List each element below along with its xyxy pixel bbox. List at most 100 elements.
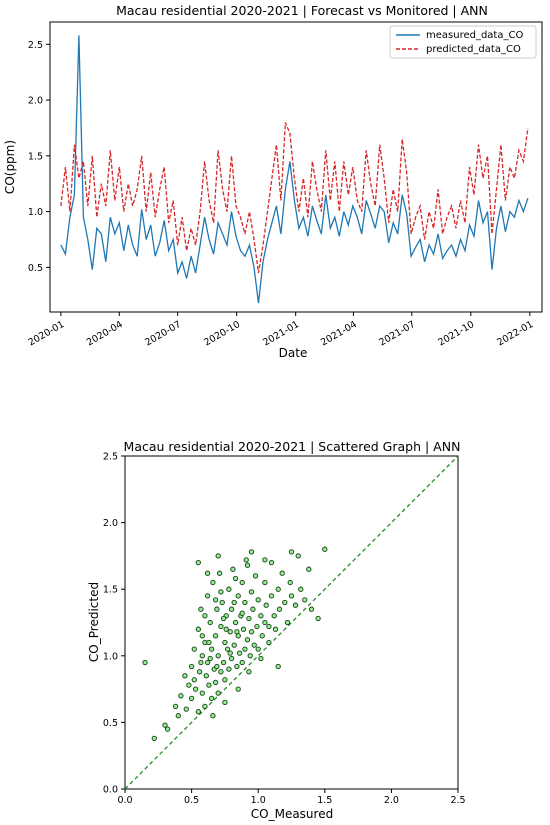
scatter-point <box>240 626 247 632</box>
scatter-point <box>218 623 224 630</box>
scatter-point <box>255 646 261 652</box>
scatter-point <box>172 703 179 710</box>
y-tick-label: 1.5 <box>28 151 43 162</box>
chart2-x-axis: 0.0 0.5 1.0 1.5 2.0 2.5 <box>117 789 466 806</box>
scatter-point <box>186 682 192 688</box>
scatter-point <box>228 606 235 612</box>
scatter-point <box>288 549 295 555</box>
scatter-point <box>220 659 227 666</box>
scatter-point <box>199 690 205 696</box>
chart2-y-axis: 0.0 0.5 1.0 1.5 2.0 2.5 <box>103 452 125 796</box>
scatter-point <box>292 602 299 608</box>
scatter-point <box>208 695 215 702</box>
scatter-point <box>262 619 268 626</box>
scatter-point <box>244 637 251 643</box>
y-tick-label: 1.5 <box>103 585 118 596</box>
scatter-point <box>164 726 171 732</box>
y-tick-label: 2.5 <box>103 452 118 463</box>
scatter-point <box>235 686 241 692</box>
scatter-point <box>191 677 197 683</box>
y-tick-label: 0.5 <box>28 263 43 274</box>
scatter-point <box>220 615 227 622</box>
chart1-plot-area <box>49 21 543 313</box>
chart1-y-axis-label: CO(ppm) <box>3 140 17 194</box>
y-tick-label: 2.0 <box>103 518 118 529</box>
scatter-point <box>322 546 328 552</box>
scatter-point <box>222 699 228 706</box>
x-tick-label: 2020-07 <box>143 319 183 348</box>
x-tick-label: 2021-07 <box>377 319 417 348</box>
scatter-point <box>248 629 255 635</box>
scatter-point <box>262 579 268 586</box>
scatter-point <box>227 629 233 635</box>
scatter-point <box>162 722 168 728</box>
scatter-point <box>198 606 204 612</box>
scatter-point <box>266 639 272 646</box>
scatter-point <box>276 606 283 612</box>
scatter-point <box>204 593 211 599</box>
scatter-point <box>207 655 213 662</box>
scatter-point <box>248 589 255 595</box>
scatter-point <box>295 553 301 559</box>
chart1-title: Macau residential 2020-2021 | Forecast v… <box>116 3 488 18</box>
scatter-point <box>188 695 195 702</box>
scatter-point <box>226 586 232 592</box>
identity-reference-line <box>124 455 459 790</box>
scatter-point <box>239 659 245 666</box>
scatter-point <box>212 679 219 686</box>
chart2-plot-area <box>124 455 459 790</box>
scatter-point <box>271 613 277 619</box>
scatter-point <box>224 646 231 652</box>
timeseries-chart: Macau residential 2020-2021 | Forecast v… <box>3 3 543 360</box>
scatter-point <box>244 562 251 568</box>
scatter-point <box>188 663 195 670</box>
scatter-point <box>263 602 269 608</box>
chart2-points-group <box>142 546 328 742</box>
scatter-point <box>195 626 201 632</box>
scatter-point <box>214 663 220 670</box>
scatter-point <box>222 639 228 646</box>
scatter-point <box>242 599 248 606</box>
chart1-x-axis: 2020-01 2020-04 2020-07 2020-10 2021-01 2021-… <box>27 312 535 348</box>
legend-label-predicted: predicted_data_CO <box>426 44 521 55</box>
chart1-series-group <box>60 35 529 304</box>
legend-box <box>389 25 537 59</box>
scatter-point <box>199 653 205 659</box>
scatter-point <box>275 586 281 592</box>
x-tick-label: 0.5 <box>184 795 199 806</box>
y-tick-label: 1.0 <box>103 651 118 662</box>
scatter-point <box>207 619 213 626</box>
scatter-point <box>215 690 221 696</box>
legend-label-measured: measured_data_CO <box>426 30 523 41</box>
chart2-title: Macau residential 2020-2021 | Scattered … <box>124 439 461 454</box>
scatter-point <box>183 706 189 712</box>
scatter-point <box>151 735 157 742</box>
scatter-point <box>214 606 220 612</box>
scatter-point <box>227 650 233 656</box>
x-tick-label: 2.0 <box>384 795 399 806</box>
y-tick-label: 2.0 <box>28 96 43 107</box>
scatter-point <box>243 557 249 563</box>
scatter-point <box>287 579 293 586</box>
scatter-point <box>202 613 208 619</box>
scatter-point <box>252 573 259 579</box>
scatter-point <box>232 575 239 582</box>
chart1-y-axis: 0.5 1.0 1.5 2.0 2.5 <box>28 40 50 274</box>
scatter-point <box>195 709 201 715</box>
scatter-point <box>284 619 291 626</box>
scatter-point <box>308 606 315 612</box>
scatter-point <box>192 686 199 692</box>
scatter-point <box>210 713 216 719</box>
scatter-point <box>208 646 215 652</box>
scatter-point <box>275 663 281 670</box>
scatter-point <box>268 559 275 566</box>
scatter-point <box>206 682 212 688</box>
scatter-point <box>268 593 275 599</box>
scatter-point <box>248 549 255 555</box>
scatter-point <box>216 570 223 576</box>
scatter-point <box>222 677 228 683</box>
x-tick-label: 2020-10 <box>202 319 242 348</box>
scatter-point <box>204 570 211 576</box>
scatter-point <box>223 626 229 632</box>
x-tick-label: 2022-01 <box>495 319 535 348</box>
